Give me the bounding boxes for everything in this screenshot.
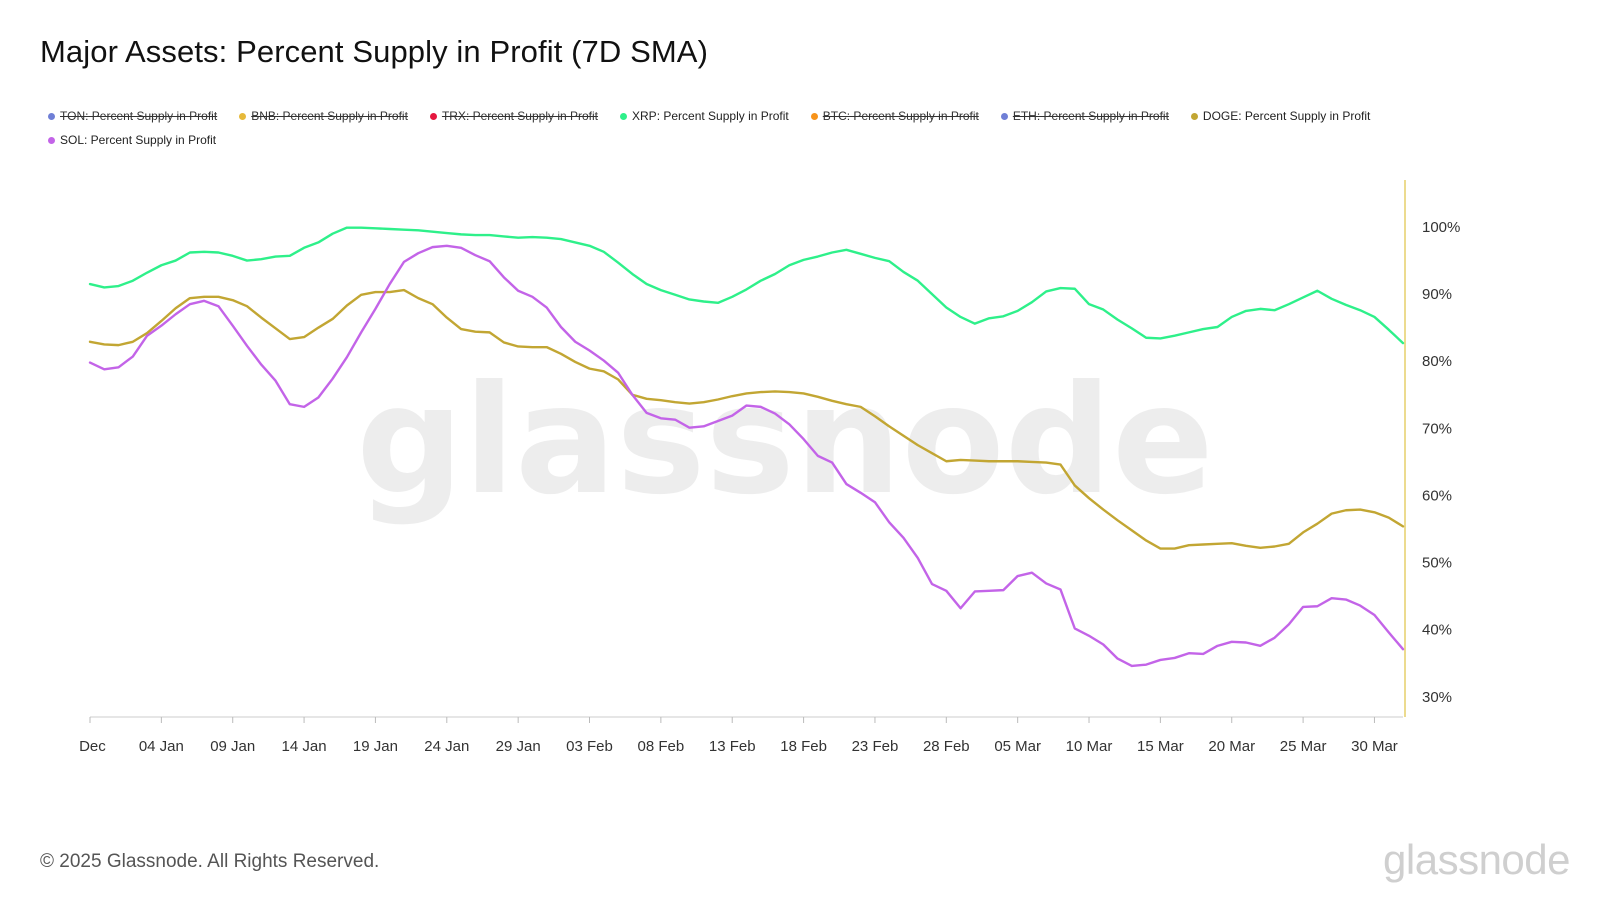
x-tick-label: 28 Feb bbox=[923, 738, 970, 755]
x-tick-label: 23 Feb bbox=[852, 738, 899, 755]
x-tick-label: 13 Feb bbox=[709, 738, 756, 755]
legend-item-trx[interactable]: TRX: Percent Supply in Profit bbox=[429, 108, 599, 124]
y-tick-label: 40% bbox=[1422, 622, 1452, 639]
chart-title: Major Assets: Percent Supply in Profit (… bbox=[40, 34, 708, 69]
x-tick-label: 09 Jan bbox=[210, 738, 255, 755]
legend-swatch bbox=[239, 112, 247, 120]
series-line-doge bbox=[88, 288, 1405, 550]
x-tick-label: 30 Dec bbox=[58, 738, 106, 755]
legend-swatch bbox=[48, 136, 55, 144]
x-tick-label: 15 Mar bbox=[1137, 738, 1184, 755]
x-tick-label: 30 Mar bbox=[1351, 738, 1398, 755]
x-tick-labels: 30 Dec 04 Jan 09 Jan 14 Jan 19 Jan 24 Jan 29 J… bbox=[58, 738, 1398, 755]
y-tick-label: 60% bbox=[1422, 487, 1452, 504]
y-tick-label: 80% bbox=[1422, 353, 1452, 370]
legend-label: BNB: Percent Supply in Profit bbox=[251, 109, 408, 123]
legend-label: SOL: Percent Supply in Profit bbox=[60, 133, 217, 147]
x-tick-label: 24 Jan bbox=[424, 738, 469, 755]
y-tick-label: 70% bbox=[1422, 420, 1452, 437]
x-tick-label: 05 Mar bbox=[994, 738, 1041, 755]
y-tick-label: 100% bbox=[1422, 219, 1460, 236]
legend-item-ton[interactable]: TON: Percent Supply in Profit bbox=[48, 108, 217, 124]
x-tick-label: 14 Jan bbox=[282, 738, 327, 755]
x-tick-label: 04 Jan bbox=[139, 738, 184, 755]
x-tick-label: 20 Mar bbox=[1208, 738, 1255, 755]
legend-item-xrp[interactable]: XRP: Percent Supply in Profit bbox=[620, 108, 789, 124]
legend-item-bnb[interactable]: BNB: Percent Supply in Profit bbox=[239, 108, 408, 124]
legend-swatch bbox=[620, 112, 628, 120]
x-tick-label: 25 Mar bbox=[1280, 738, 1327, 755]
legend-swatch bbox=[810, 112, 818, 120]
legend-swatch bbox=[48, 112, 55, 120]
legend-label: TON: Percent Supply in Profit bbox=[60, 109, 218, 123]
chart-legend: TON: Percent Supply in Profit BNB: Percen… bbox=[48, 108, 1528, 148]
legend-label: XRP: Percent Supply in Profit bbox=[632, 109, 789, 123]
legend-item-eth[interactable]: ETH: Percent Supply in Profit bbox=[1000, 108, 1169, 124]
x-tick-label: 03 Feb bbox=[566, 738, 613, 755]
x-tick-label: 10 Mar bbox=[1066, 738, 1113, 755]
x-tick-label: 29 Jan bbox=[496, 738, 541, 755]
legend-swatch bbox=[1190, 112, 1198, 120]
legend-item-btc[interactable]: BTC: Percent Supply in Profit bbox=[810, 108, 979, 124]
legend-item-doge[interactable]: DOGE: Percent Supply in Profit bbox=[1190, 108, 1371, 124]
x-tick-label: 18 Feb bbox=[780, 738, 827, 755]
legend-item-sol[interactable]: SOL: Percent Supply in Profit bbox=[48, 132, 216, 148]
copyright-footer: © 2025 Glassnode. All Rights Reserved. bbox=[40, 851, 380, 872]
series-line-xrp bbox=[88, 226, 1405, 345]
watermark: glassnode bbox=[356, 354, 1214, 528]
y-tick-label: 30% bbox=[1422, 689, 1452, 706]
y-tick-label: 90% bbox=[1422, 286, 1452, 303]
y-tick-label: 50% bbox=[1422, 555, 1452, 572]
legend-swatch bbox=[429, 112, 437, 120]
legend-label: BTC: Percent Supply in Profit bbox=[822, 109, 979, 123]
legend-label: ETH: Percent Supply in Profit bbox=[1012, 109, 1169, 123]
x-tick-label: 08 Feb bbox=[638, 738, 685, 755]
series-line-sol bbox=[88, 244, 1405, 668]
legend-label: DOGE: Percent Supply in Profit bbox=[1202, 109, 1371, 123]
x-tick-label: 19 Jan bbox=[353, 738, 398, 755]
glassnode-logo: glassnode bbox=[1383, 836, 1570, 883]
legend-label: TRX: Percent Supply in Profit bbox=[441, 109, 599, 123]
legend-swatch bbox=[1000, 112, 1008, 120]
